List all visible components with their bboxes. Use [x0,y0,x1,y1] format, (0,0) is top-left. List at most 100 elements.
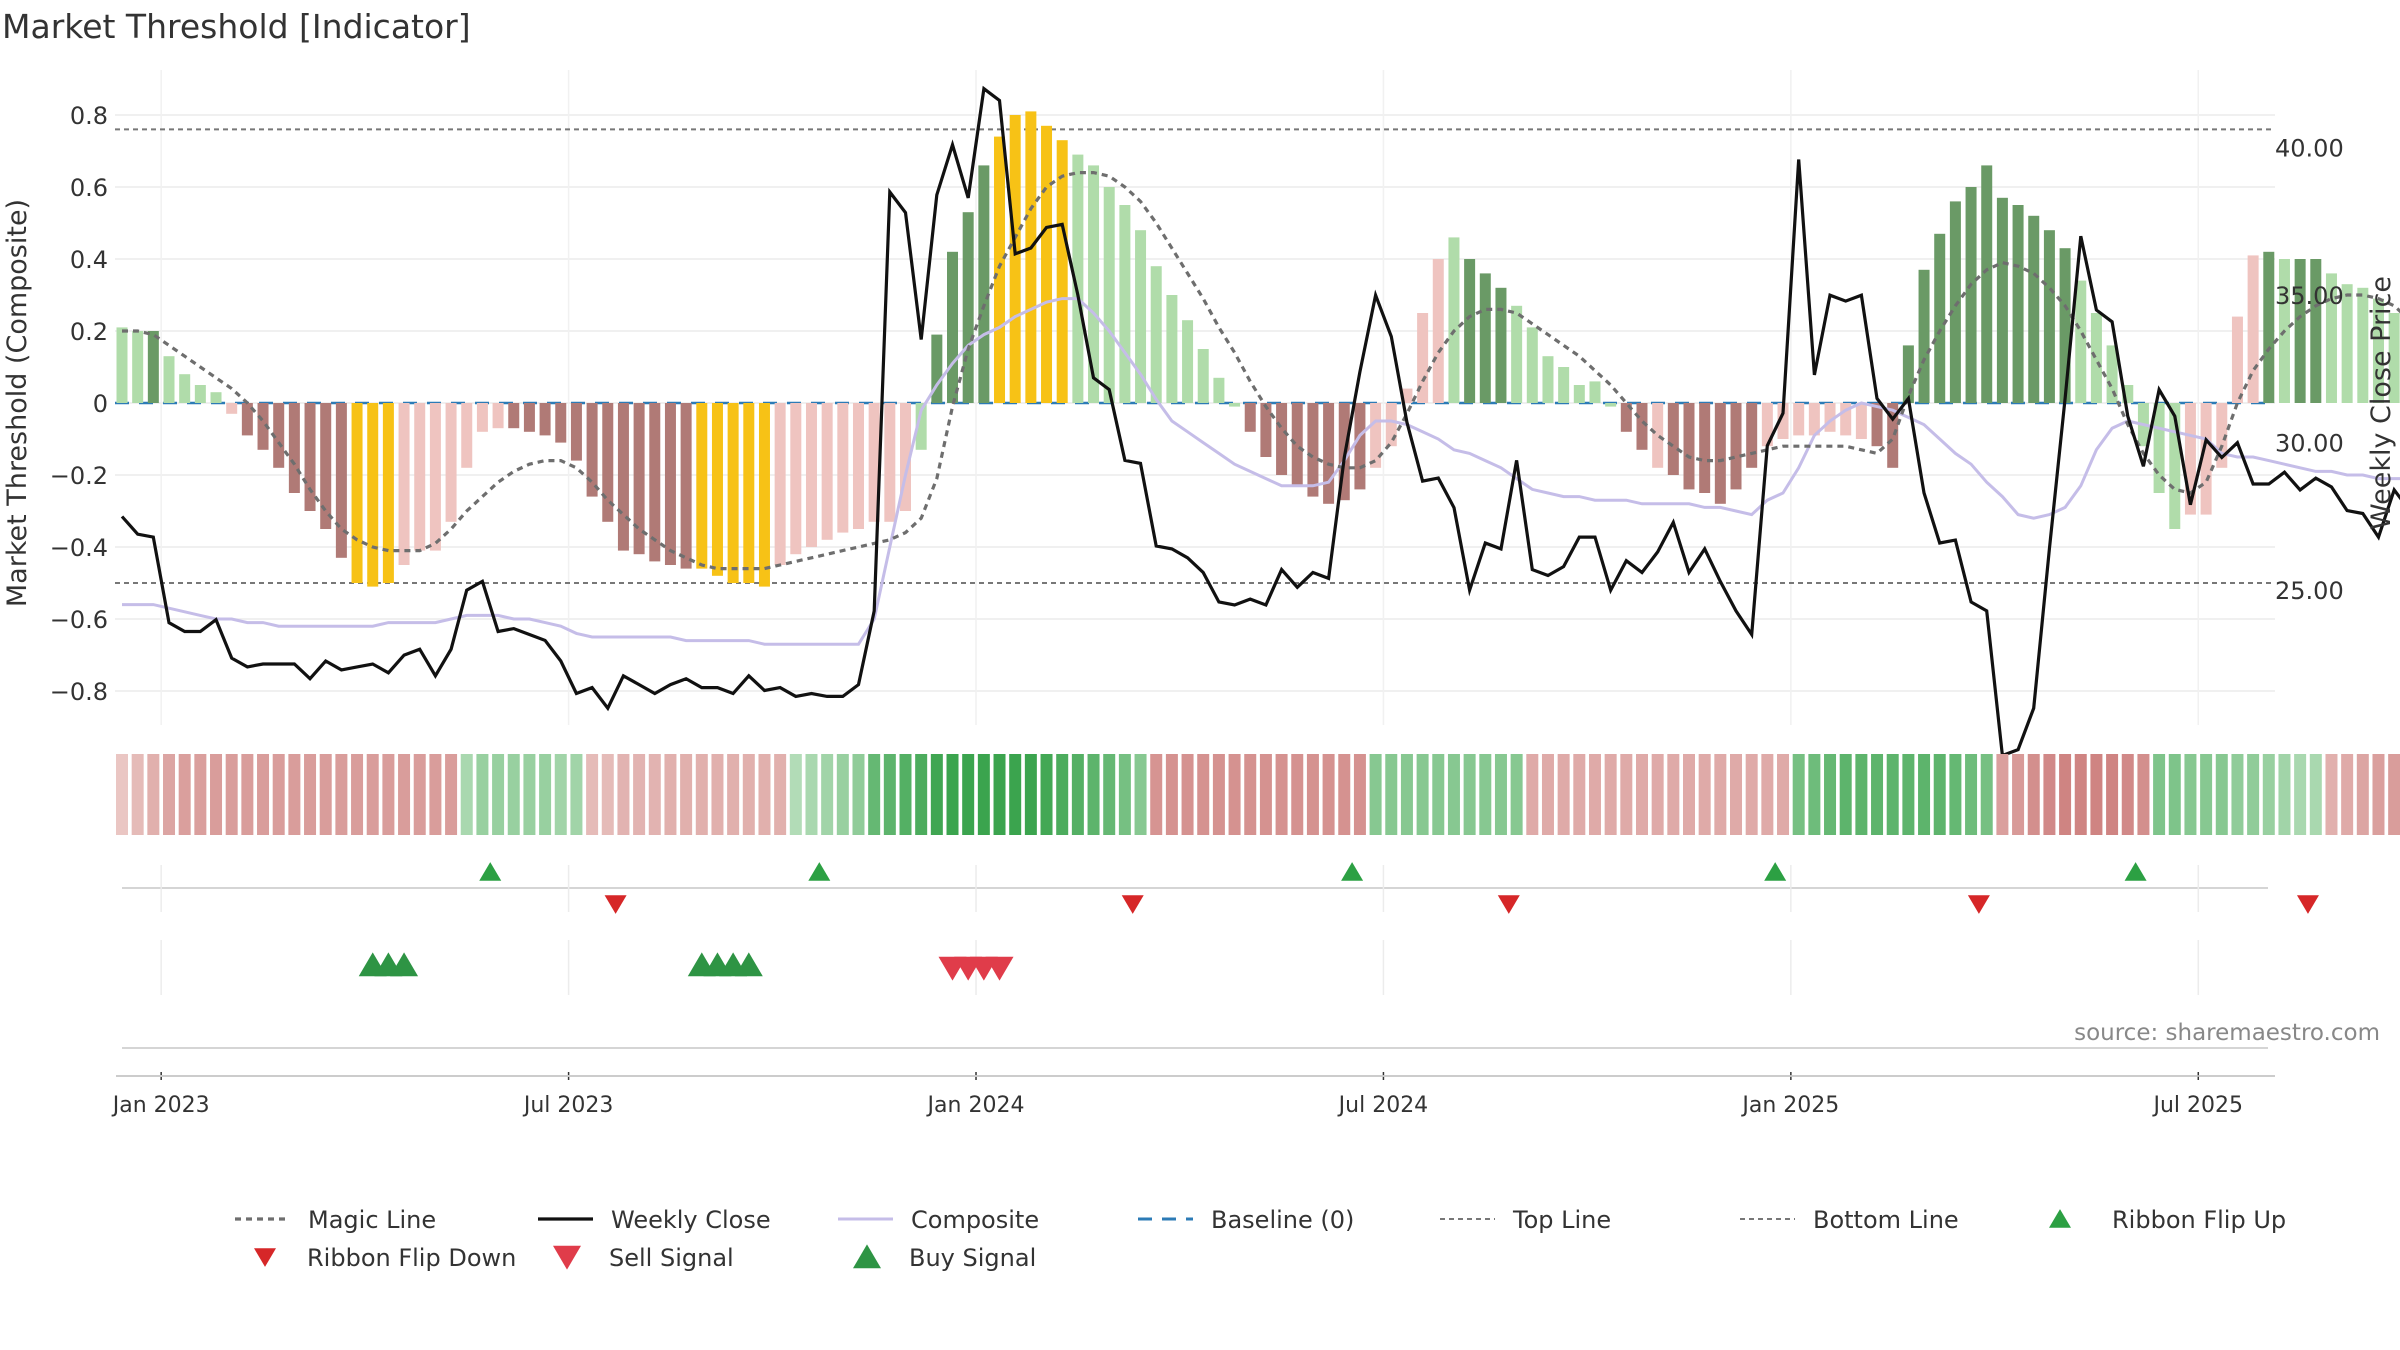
histogram-bar [1887,403,1899,468]
ribbon-cell [1918,754,1931,835]
ribbon-cell [366,754,379,835]
ribbon-cell [1604,754,1617,835]
ribbon-cell [805,754,818,835]
x-tick-label: Jan 2024 [926,1093,1025,1118]
source-note: source: sharemaestro.com [2074,1020,2380,1046]
x-axis-ticks: Jan 2023 Jul 2023 Jan 2024 Jul 2024 Jan 2025… [111,1072,2275,1118]
left-tick-label: −0.6 [50,606,108,634]
ribbon-cell [2121,754,2134,835]
right-tick-label: 40.00 [2275,135,2344,163]
histogram-bar [476,403,488,432]
histogram-bar [790,403,802,555]
ribbon-cell [633,754,646,835]
histogram-bar [1620,403,1632,432]
ribbon-cell [2262,754,2275,835]
histogram-bar [1291,403,1303,486]
histogram-bar [868,403,880,522]
buy-signal-marker [734,952,763,977]
ribbon-cell [413,754,426,835]
composite-line [122,297,2400,646]
histogram-bar [617,403,629,551]
ribbon-cell [2137,754,2150,835]
ribbon-cell [178,754,191,835]
histogram-bar [2325,273,2337,403]
histogram-bar [1150,266,1162,403]
histogram-bar [2059,248,2071,403]
histogram-bar [288,403,300,493]
ribbon-cell [351,754,364,835]
left-tick-label: −0.2 [50,462,108,490]
ribbon-cell [1244,754,1257,835]
histogram-bar [1542,356,1554,403]
histogram-bar [414,403,426,551]
histogram-bar [633,403,645,555]
reference-lines [115,128,2275,584]
histogram-bar [1918,269,1930,403]
ribbon-cell [883,754,896,835]
ribbon-cell [727,754,740,835]
histogram-bar [194,385,206,403]
histogram-bar [1746,403,1758,468]
ribbon-cell [695,754,708,835]
ribbon-cell [1996,754,2009,835]
ribbon-flip-down-marker [604,895,627,914]
ribbon-cell [774,754,787,835]
histogram-bar [1761,403,1773,447]
histogram-bar [931,334,943,403]
ribbon-cell [257,754,270,835]
histogram-bar [226,403,238,414]
ribbon-cell [1510,754,1523,835]
ribbon-cell [2341,754,2354,835]
ribbon-cell [507,754,520,835]
ribbon-cell [210,754,223,835]
ribbon-cell [1087,754,1100,835]
sell-signal-marker [985,956,1014,981]
histogram-bar [1229,403,1241,407]
histogram-bar [2388,313,2400,403]
histogram-bar [821,403,833,540]
ribbon-cell [2090,754,2103,835]
histogram-bar [774,403,786,565]
histogram-bar [1276,403,1288,475]
ribbon-cell [225,754,238,835]
histogram-bar [1667,403,1679,475]
ribbon-cell [335,754,348,835]
histogram-bar [2200,403,2212,515]
ribbon-cell [852,754,865,835]
histogram-bar [1103,187,1115,403]
ribbon-cell [1635,754,1648,835]
ribbon-cell [1698,754,1711,835]
histogram-bar [1307,403,1319,497]
histogram-bar [1949,201,1961,403]
right-tick-label: 30.00 [2275,430,2344,458]
histogram-bar [602,403,614,522]
ribbon-cell [1447,754,1460,835]
ribbon-cell [1949,754,1962,835]
ribbon-cell [1103,754,1116,835]
histogram-bar [523,403,535,432]
histogram-bar [382,403,394,583]
histogram-bar [2075,280,2087,403]
histogram-bar [962,212,974,403]
histogram-bar [2294,259,2306,403]
histogram-bar [743,403,755,583]
left-tick-label: 0.6 [70,174,108,202]
histogram-bar [837,403,849,533]
ribbon-cell [194,754,207,835]
histogram-bar [2310,259,2322,403]
histogram-bar [1479,273,1491,403]
histogram-bar [335,403,347,558]
ribbon-flip-up-marker [1341,862,1364,881]
ribbon-cell [1118,754,1131,835]
histogram-bar [367,403,379,587]
histogram-bar [2184,403,2196,515]
ribbon-cell [554,754,567,835]
signal-panels [122,862,2319,1270]
ribbon-cell [1651,754,1664,835]
histogram-bar [179,374,191,403]
histogram-bar [398,403,410,565]
legend-label: Baseline (0) [1211,1206,1354,1234]
ribbon-cell [1024,754,1037,835]
ribbon-cell [1306,754,1319,835]
ribbon-cell [116,754,128,835]
